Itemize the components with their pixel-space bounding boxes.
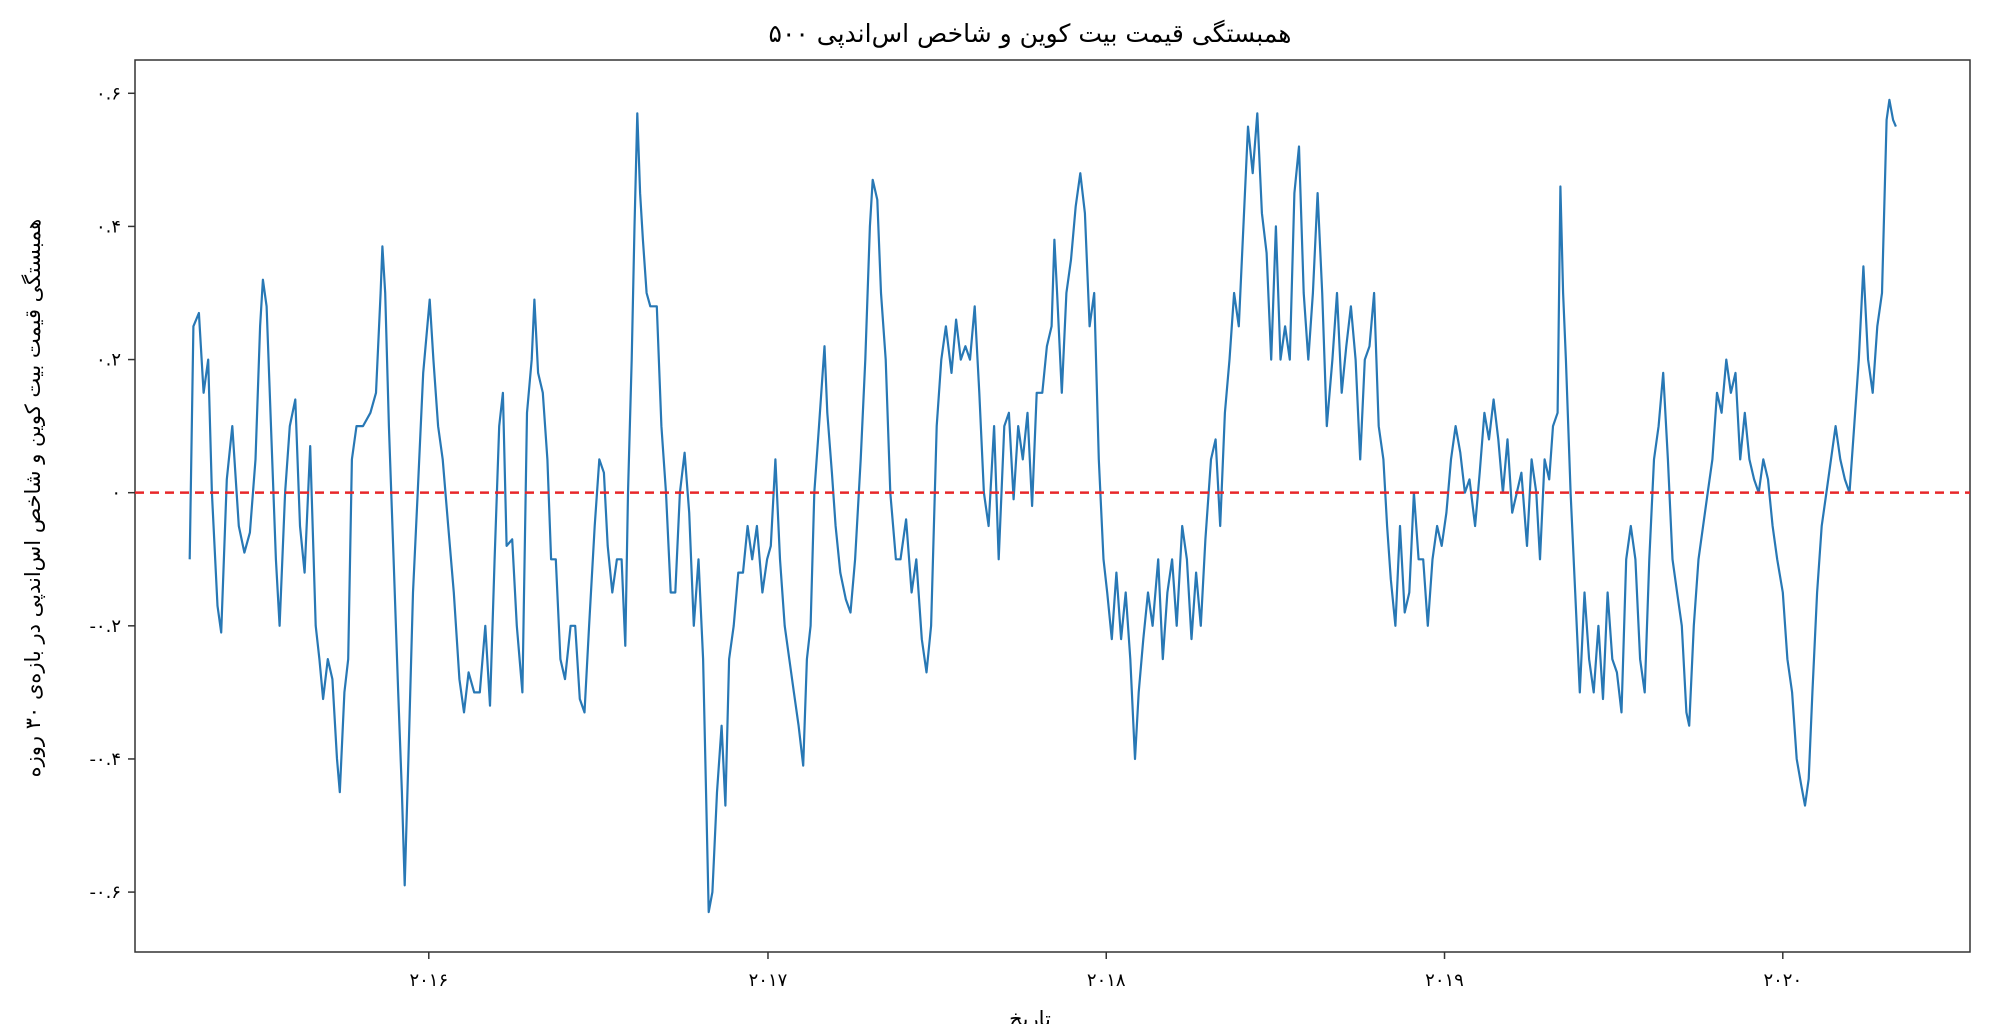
y-tick-label: ۰.۴ (96, 216, 121, 237)
y-tick-label: ۰.۲ (96, 350, 121, 371)
plot-area: ۰.۶ ۰.۴ ۰.۲ ۰ -۰.۲ -۰.۴ -۰.۶ ۲۰۱۶ ۲۰۱۷ ۲۰۱۸ ۲۰۱۹ ۲۰… (89, 59, 1971, 991)
y-axis-label: همبستگی قیمت بیت کوین و شاخص اس‌اندپی در… (21, 219, 45, 778)
chart-title: همبستگی قیمت بیت کوین و شاخص اس‌اندپی ۵۰… (769, 19, 1292, 49)
correlation-series-line (188, 98, 1897, 914)
y-tick-label: -۰.۲ (89, 616, 121, 637)
y-tick-label: -۰.۴ (89, 749, 121, 770)
y-tick-label: ۰.۶ (96, 83, 121, 104)
x-tick-label: ۲۰۱۶ (409, 970, 448, 991)
y-tick-label: ۰ (111, 483, 121, 504)
x-tick-label: ۲۰۱۷ (749, 970, 788, 991)
plot-frame (134, 59, 1971, 953)
x-axis-label: تاریخ (1009, 1007, 1051, 1024)
x-tick-label: ۲۰۱۸ (1087, 970, 1126, 991)
x-tick-label: ۲۰۲۰ (1763, 970, 1802, 991)
y-tick-label: -۰.۶ (89, 882, 121, 903)
x-tick-label: ۲۰۱۹ (1425, 970, 1464, 991)
